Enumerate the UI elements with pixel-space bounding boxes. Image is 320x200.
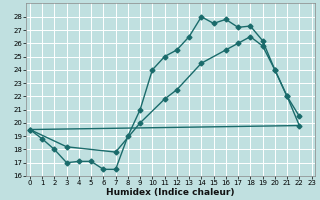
X-axis label: Humidex (Indice chaleur): Humidex (Indice chaleur) — [107, 188, 235, 197]
